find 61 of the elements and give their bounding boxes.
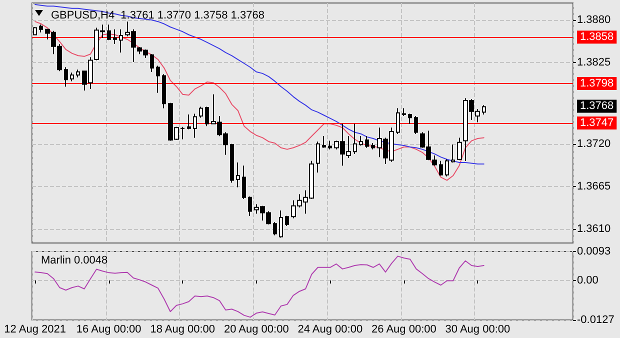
line-series [34, 21, 484, 181]
candlestick [187, 114, 191, 130]
candlestick [273, 222, 277, 236]
candlestick [359, 136, 363, 146]
ref-line-label: 1.3798 [580, 78, 614, 90]
candlestick [150, 54, 154, 72]
line-series [34, 4, 484, 165]
candlestick [457, 137, 462, 161]
candlestick [279, 210, 283, 238]
y-tick-label: 1.3665 [577, 180, 611, 192]
x-tick-label: 24 Aug 00:00 [298, 324, 363, 336]
candlestick [451, 144, 455, 163]
candlestick [285, 215, 289, 226]
candlestick [482, 104, 486, 115]
ref-line-label: 1.3858 [580, 31, 614, 44]
y-tick-label: -0.0127 [577, 314, 614, 326]
candlestick [242, 165, 246, 200]
y-tick-label: 1.3610 [577, 223, 611, 236]
candlestick [193, 113, 197, 138]
x-tick-label: 16 Aug 00:00 [76, 324, 142, 336]
candlestick [33, 26, 37, 36]
candlestick [445, 158, 449, 177]
candlestick [328, 140, 332, 150]
ref-line-label: 1.3747 [580, 117, 614, 129]
y-tick-label: 1.3880 [577, 14, 611, 26]
candlestick [322, 136, 326, 148]
x-tick-label: 26 Aug 00:00 [372, 324, 436, 336]
candlestick [113, 28, 117, 45]
x-tick-label: 20 Aug 00:00 [224, 324, 289, 336]
candlestick [162, 74, 166, 109]
candlestick [439, 160, 443, 176]
y-tick-label: 1.3825 [577, 56, 611, 69]
candlestick [396, 108, 400, 134]
y-tick-label: 0.0093 [577, 246, 611, 258]
line-series [34, 256, 484, 318]
candlestick [230, 143, 234, 184]
candlestick [236, 162, 240, 188]
candlestick [402, 108, 406, 117]
candlestick [316, 141, 320, 174]
candlestick [64, 66, 68, 88]
candlestick [371, 142, 375, 150]
y-tick-label: 0.00 [577, 274, 598, 286]
candlestick [408, 113, 412, 124]
candlestick [248, 196, 252, 216]
candlestick [119, 28, 123, 54]
candlestick [107, 24, 111, 41]
candlestick [205, 106, 209, 127]
text: 1.3768 [580, 100, 614, 112]
x-tick-label: 18 Aug 00:00 [150, 324, 216, 336]
y-tick-label: 1.3720 [577, 138, 611, 150]
candlestick [76, 69, 80, 78]
candlestick [414, 116, 418, 134]
candlestick [199, 106, 203, 118]
candlestick [353, 123, 357, 154]
candlestick [39, 24, 43, 33]
candlestick [70, 72, 74, 82]
candlestick [365, 136, 369, 148]
x-tick-label: 12 Aug 2021 [4, 324, 66, 336]
candlestick [156, 65, 160, 94]
x-tick-label: 30 Aug 00:00 [445, 324, 510, 336]
chart-title: Marlin 0.0048 [41, 254, 108, 266]
